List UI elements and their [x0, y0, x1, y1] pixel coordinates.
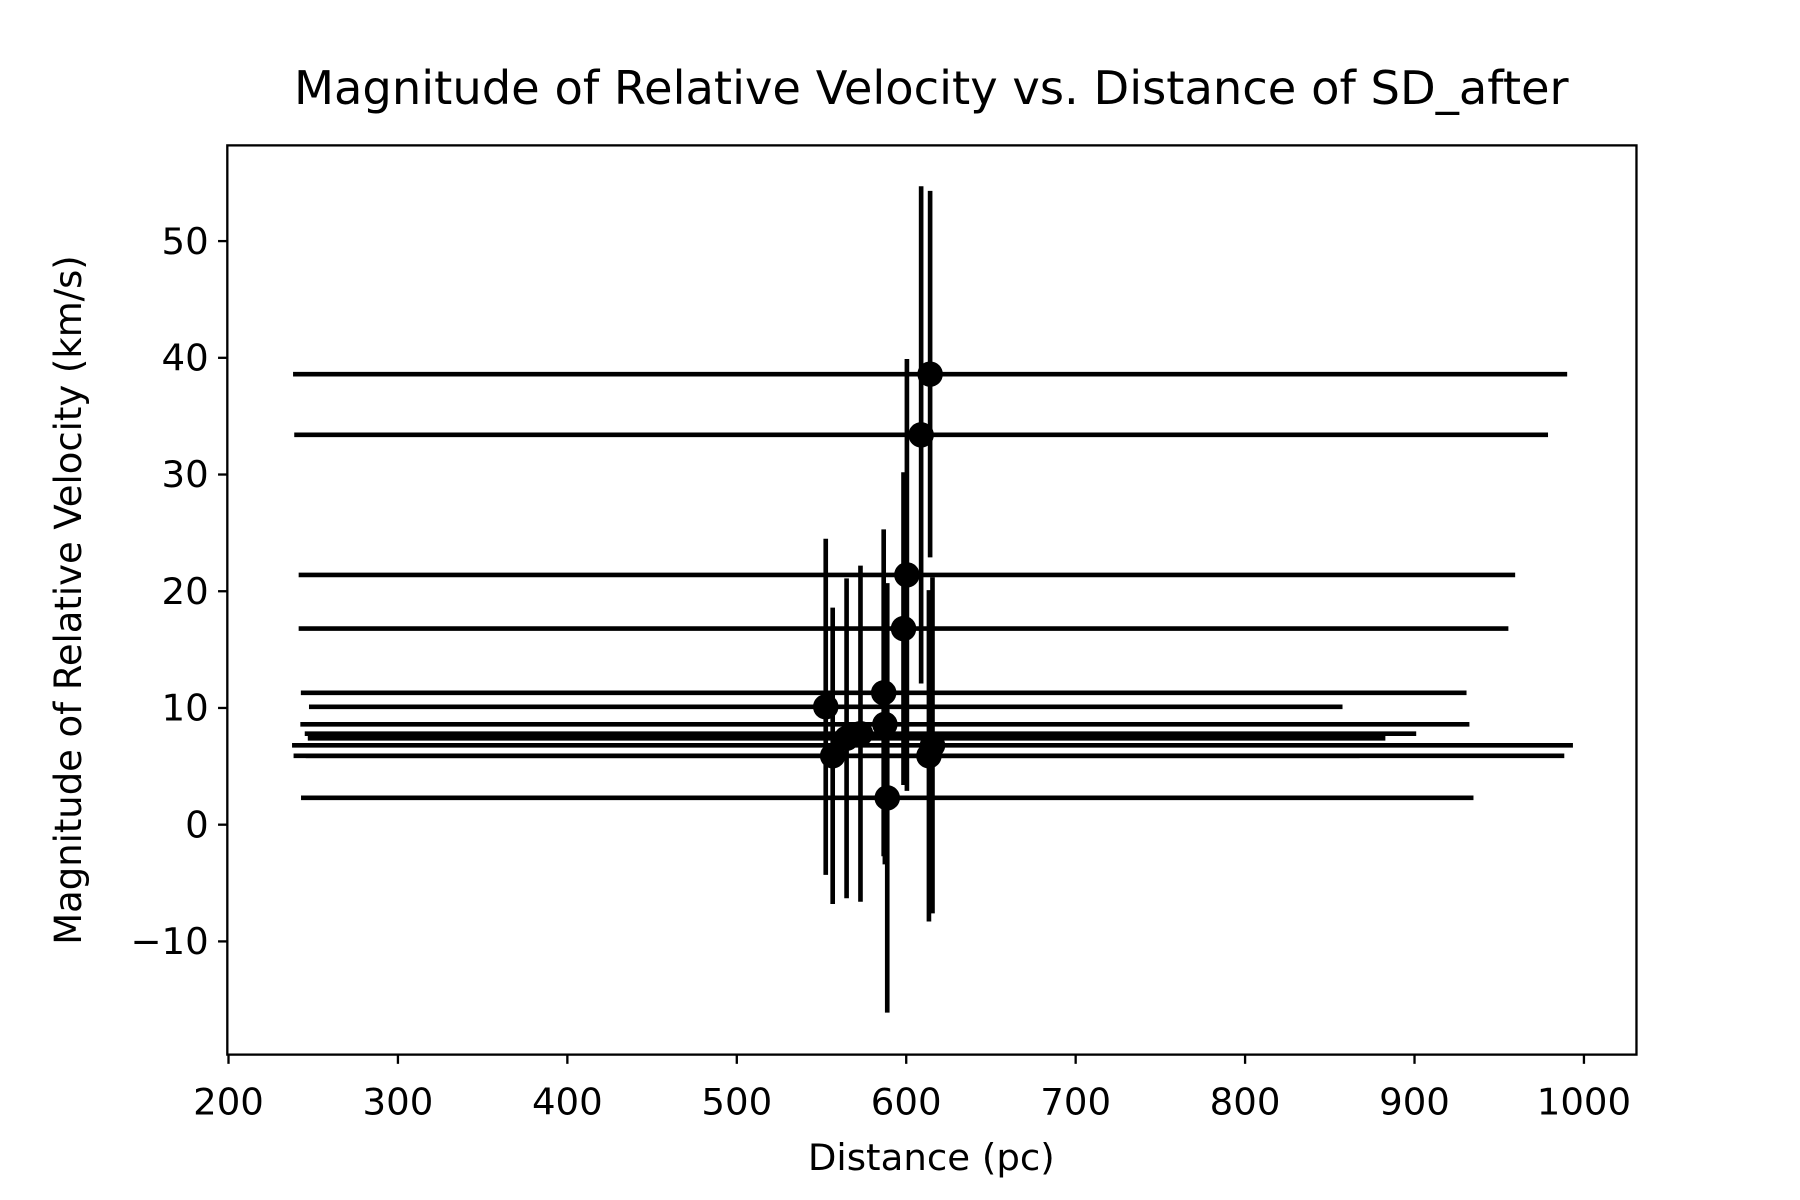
- point: [890, 615, 917, 642]
- x-tick-label: 300: [363, 1081, 434, 1124]
- y-tick-label: 30: [162, 453, 209, 496]
- x-tick-label: 200: [193, 1081, 264, 1124]
- point: [870, 680, 897, 706]
- x-tick-label: 500: [701, 1081, 772, 1124]
- point: [874, 785, 901, 811]
- y-tick-label: 10: [162, 687, 209, 730]
- x-tick-label: 1000: [1537, 1081, 1631, 1124]
- point: [812, 694, 839, 720]
- point: [917, 361, 943, 387]
- x-axis-label: Distance (pc): [808, 1136, 1055, 1179]
- y-tick-label: −10: [130, 920, 208, 963]
- point: [908, 422, 934, 448]
- point: [894, 562, 920, 588]
- x-tick-label: 600: [871, 1081, 942, 1124]
- x-tick-label: 400: [532, 1081, 603, 1124]
- x-tick-label: 800: [1210, 1081, 1281, 1124]
- point: [872, 711, 898, 737]
- chart-title: Magnitude of Relative Velocity vs. Dista…: [294, 61, 1570, 115]
- x-tick-label: 700: [1040, 1081, 1111, 1124]
- y-tick-label: 0: [185, 803, 209, 846]
- y-tick-label: 40: [162, 337, 209, 380]
- point: [919, 732, 946, 759]
- plot-frame: [226, 144, 1638, 1056]
- y-tick-label: 20: [162, 570, 209, 613]
- point: [847, 720, 874, 747]
- point: [819, 743, 846, 769]
- y-tick-label: 50: [162, 220, 209, 263]
- x-tick-label: 900: [1379, 1081, 1450, 1124]
- y-axis-label: Magnitude of Relative Velocity (km/s): [47, 255, 90, 944]
